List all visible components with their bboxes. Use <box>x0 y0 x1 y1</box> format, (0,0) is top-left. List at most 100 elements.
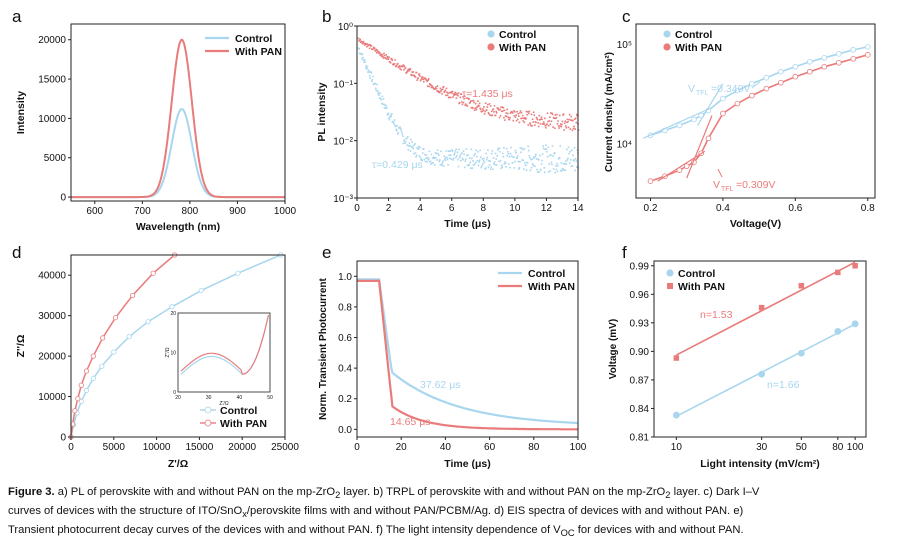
trpl-point-control <box>430 153 433 156</box>
x-tick-label: 0 <box>354 203 360 214</box>
trpl-point-pan <box>571 129 574 132</box>
eis-point-pan <box>130 292 136 299</box>
trpl-point-control <box>473 154 475 157</box>
trpl-point-control <box>548 163 551 165</box>
trpl-point-pan <box>357 37 360 40</box>
trpl-point-control <box>368 71 370 73</box>
trpl-point-control <box>377 91 380 93</box>
iv-line-pan <box>650 54 869 182</box>
trpl-point-pan <box>451 90 454 93</box>
x-tick-label: 50 <box>796 442 808 453</box>
tau-label-control: 37.62 μs <box>420 379 461 391</box>
trpl-point-control <box>367 69 370 71</box>
trpl-point-control <box>535 153 537 156</box>
trpl-point-pan <box>503 116 505 119</box>
trpl-point-pan <box>406 69 409 72</box>
trpl-point-pan <box>409 68 412 71</box>
x-tick-label: 10 <box>671 442 683 453</box>
trpl-point-pan <box>420 79 422 81</box>
panel-b-legend-label: Control <box>499 29 536 41</box>
trpl-point-pan <box>472 107 474 109</box>
trpl-point-control <box>370 72 373 74</box>
trpl-point-control <box>456 151 459 154</box>
trpl-point-control <box>376 83 378 86</box>
trpl-point-control <box>513 167 516 169</box>
trpl-point-control <box>455 148 458 151</box>
trpl-point-control <box>486 156 489 159</box>
trpl-point-control <box>409 145 411 147</box>
trpl-point-control <box>522 168 525 171</box>
caption-text: a) PL of perovskite with and without PAN… <box>57 486 336 498</box>
trpl-point-pan <box>561 120 564 123</box>
trpl-point-pan <box>376 51 378 54</box>
trpl-point-control <box>371 80 373 82</box>
trpl-point-control <box>500 167 502 170</box>
y-tick-label: 10⁴ <box>617 139 632 150</box>
trpl-point-pan <box>441 93 443 95</box>
trpl-point-control <box>394 125 397 128</box>
x-tick-label: 40 <box>440 442 452 453</box>
trpl-point-pan <box>543 117 546 120</box>
trpl-point-pan <box>505 115 508 118</box>
trpl-point-pan <box>472 99 475 102</box>
panel-f-legend-marker <box>667 283 673 289</box>
trpl-point-pan <box>446 94 449 97</box>
trpl-point-pan <box>453 92 456 95</box>
x-tick-label: 6 <box>449 203 455 214</box>
trpl-point-pan <box>562 114 564 116</box>
trpl-point-control <box>474 152 476 155</box>
trpl-point-pan <box>422 78 425 81</box>
trpl-point-pan <box>525 117 527 120</box>
trpl-point-control <box>434 152 437 154</box>
trpl-point-pan <box>418 73 421 75</box>
trpl-point-control <box>380 102 383 105</box>
trpl-point-pan <box>487 111 490 114</box>
trpl-point-pan <box>432 86 434 89</box>
trpl-point-control <box>541 159 543 162</box>
trpl-point-pan <box>519 110 522 112</box>
trpl-point-control <box>438 160 441 163</box>
panel-e-legend-label: Control <box>528 268 565 280</box>
trpl-point-pan <box>542 121 545 123</box>
eis-point-control <box>198 287 204 294</box>
trpl-point-pan <box>516 118 519 121</box>
trpl-point-control <box>484 167 487 170</box>
trpl-point-control <box>459 154 462 157</box>
fit-line-control <box>675 323 856 418</box>
trpl-point-pan <box>404 67 407 69</box>
trpl-point-pan <box>523 121 526 124</box>
trpl-point-control <box>404 140 407 143</box>
trpl-point-pan <box>436 90 438 92</box>
trpl-point-control <box>507 152 510 155</box>
trpl-point-control <box>532 164 534 167</box>
y-tick-label: 10000 <box>38 114 66 125</box>
trpl-point-control <box>518 166 521 169</box>
y-tick-label: 30000 <box>38 311 66 322</box>
trpl-point-control <box>557 164 559 167</box>
trpl-point-pan <box>448 96 450 99</box>
iv-point-pan <box>792 73 799 80</box>
trpl-point-pan <box>368 47 371 50</box>
y-tick-label: 0.96 <box>630 290 650 301</box>
trpl-point-control <box>423 158 426 161</box>
trpl-point-control <box>491 150 494 152</box>
trpl-point-control <box>568 152 570 155</box>
trpl-point-pan <box>574 117 577 120</box>
eis-point-control <box>99 363 105 369</box>
trpl-point-pan <box>563 129 565 131</box>
trpl-point-control <box>550 154 552 156</box>
y-tick-label: 0.90 <box>630 347 650 358</box>
trpl-point-control <box>437 154 440 156</box>
trpl-point-control <box>385 107 388 109</box>
trpl-point-control <box>471 167 474 169</box>
trpl-point-control <box>526 161 529 164</box>
panel-c-legend-label: With PAN <box>675 42 722 54</box>
voc-point-pan <box>852 263 858 269</box>
trpl-point-control <box>505 166 507 168</box>
trpl-point-pan <box>478 102 481 105</box>
trpl-point-control <box>453 153 455 156</box>
trpl-point-control <box>569 150 571 153</box>
trpl-point-pan <box>514 111 516 113</box>
trpl-point-control <box>521 148 524 151</box>
trpl-point-pan <box>410 74 413 77</box>
